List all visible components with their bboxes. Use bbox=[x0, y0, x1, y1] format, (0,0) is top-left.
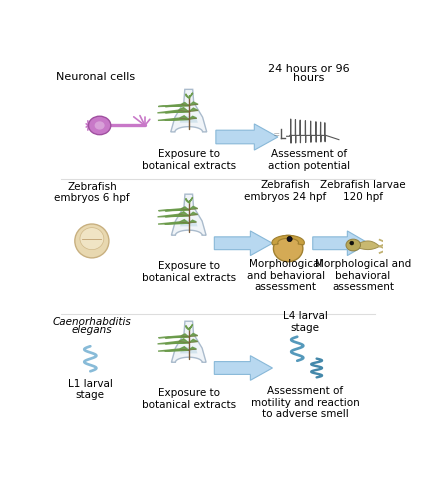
Polygon shape bbox=[165, 206, 198, 211]
Text: Exposure to
botanical extracts: Exposure to botanical extracts bbox=[142, 150, 236, 171]
Polygon shape bbox=[165, 116, 197, 120]
Polygon shape bbox=[272, 236, 304, 245]
Text: elegans: elegans bbox=[71, 326, 112, 336]
Polygon shape bbox=[171, 90, 207, 132]
Text: L1 larval
stage: L1 larval stage bbox=[68, 379, 113, 400]
Polygon shape bbox=[158, 220, 189, 224]
Text: Caenorhabditis: Caenorhabditis bbox=[53, 317, 131, 327]
Ellipse shape bbox=[75, 224, 109, 258]
Text: hours: hours bbox=[293, 74, 325, 84]
Polygon shape bbox=[159, 207, 189, 210]
Ellipse shape bbox=[350, 241, 354, 245]
Polygon shape bbox=[189, 324, 193, 330]
Polygon shape bbox=[214, 231, 272, 256]
Polygon shape bbox=[186, 198, 189, 202]
Polygon shape bbox=[165, 212, 198, 216]
Ellipse shape bbox=[88, 116, 111, 134]
Ellipse shape bbox=[346, 239, 360, 251]
Polygon shape bbox=[180, 220, 198, 226]
Polygon shape bbox=[164, 220, 196, 224]
Ellipse shape bbox=[287, 236, 292, 242]
Polygon shape bbox=[186, 326, 189, 330]
Polygon shape bbox=[351, 241, 380, 250]
Polygon shape bbox=[158, 116, 189, 120]
Ellipse shape bbox=[273, 236, 303, 262]
Polygon shape bbox=[165, 108, 198, 112]
Text: Assessment of
motility and reaction
to adverse smell: Assessment of motility and reaction to a… bbox=[251, 386, 360, 419]
Polygon shape bbox=[180, 116, 198, 122]
Text: Exposure to
botanical extracts: Exposure to botanical extracts bbox=[142, 388, 236, 409]
Polygon shape bbox=[189, 93, 193, 98]
Text: Zebrafish
embryos 24 hpf: Zebrafish embryos 24 hpf bbox=[244, 180, 327, 202]
Polygon shape bbox=[214, 356, 272, 380]
Polygon shape bbox=[157, 108, 189, 113]
Text: 24 hours or 96: 24 hours or 96 bbox=[268, 64, 350, 74]
Text: Morphological
and behavioral
assessment: Morphological and behavioral assessment bbox=[246, 259, 325, 292]
Polygon shape bbox=[216, 124, 278, 150]
Polygon shape bbox=[158, 339, 189, 344]
Text: Morphological and
behavioral
assessment: Morphological and behavioral assessment bbox=[315, 259, 411, 292]
Polygon shape bbox=[165, 340, 198, 344]
Polygon shape bbox=[180, 347, 198, 354]
Ellipse shape bbox=[80, 228, 104, 250]
Text: L4 larval
stage: L4 larval stage bbox=[283, 311, 327, 332]
Text: Neuronal cells: Neuronal cells bbox=[56, 72, 135, 82]
Polygon shape bbox=[158, 212, 189, 217]
Text: Zebrafish
embryos 6 hpf: Zebrafish embryos 6 hpf bbox=[54, 182, 130, 203]
Polygon shape bbox=[186, 94, 189, 98]
Polygon shape bbox=[159, 334, 189, 338]
Polygon shape bbox=[165, 334, 198, 338]
Polygon shape bbox=[164, 347, 196, 351]
Text: —: — bbox=[274, 133, 280, 138]
Polygon shape bbox=[189, 198, 193, 202]
Polygon shape bbox=[165, 102, 198, 106]
Polygon shape bbox=[159, 102, 189, 106]
Text: Assessment of
action potential: Assessment of action potential bbox=[268, 150, 350, 171]
Polygon shape bbox=[158, 346, 189, 351]
Polygon shape bbox=[171, 321, 206, 362]
Text: Zebrafish larvae
120 hpf: Zebrafish larvae 120 hpf bbox=[320, 180, 406, 202]
Polygon shape bbox=[313, 231, 368, 256]
Text: Exposure to
botanical extracts: Exposure to botanical extracts bbox=[142, 261, 236, 282]
Text: —: — bbox=[274, 131, 280, 136]
Ellipse shape bbox=[95, 122, 105, 130]
Polygon shape bbox=[171, 194, 206, 235]
